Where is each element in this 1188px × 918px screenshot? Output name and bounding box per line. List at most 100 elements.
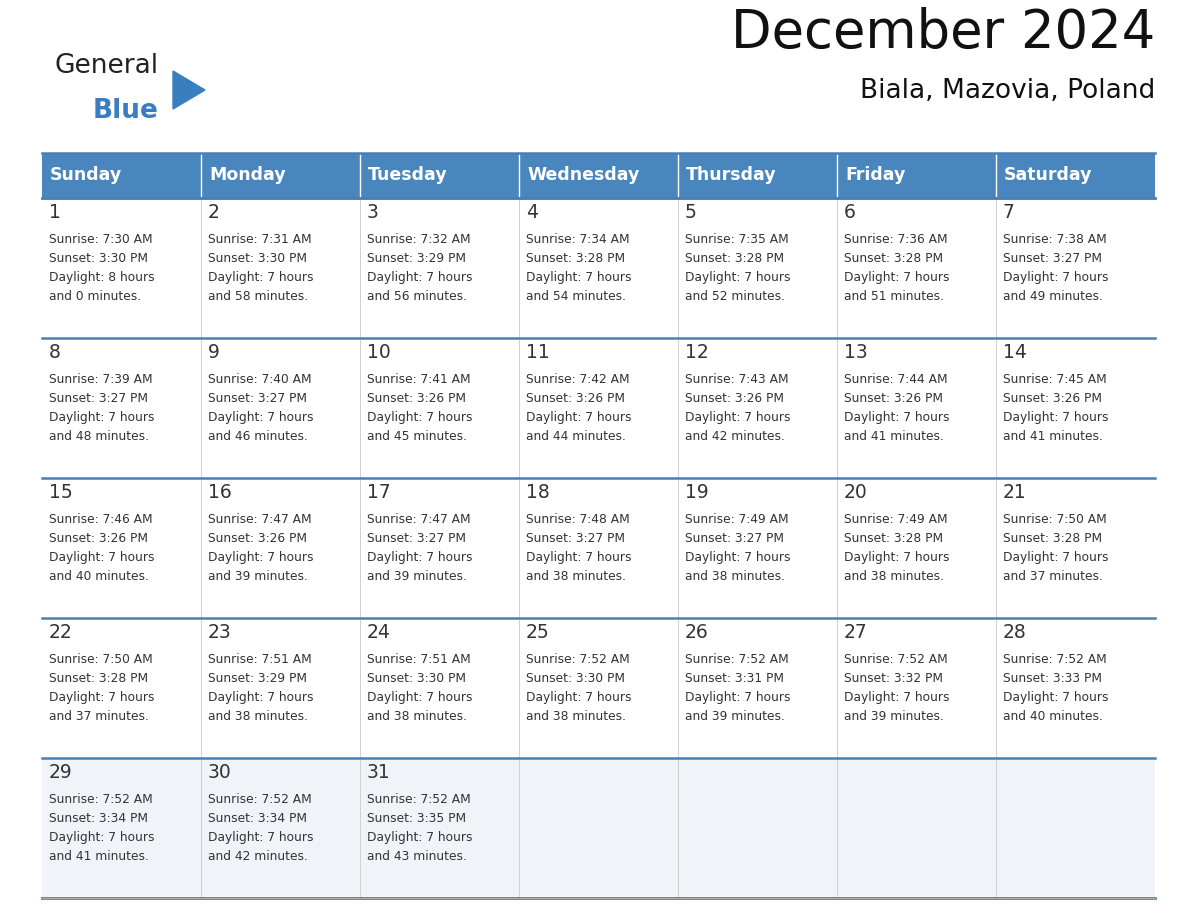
Text: General: General	[55, 53, 159, 79]
Text: Daylight: 7 hours: Daylight: 7 hours	[367, 411, 473, 424]
Text: 10: 10	[367, 343, 391, 362]
Text: Sunset: 3:28 PM: Sunset: 3:28 PM	[843, 532, 943, 545]
Text: and 41 minutes.: and 41 minutes.	[1003, 430, 1102, 443]
Text: and 42 minutes.: and 42 minutes.	[208, 850, 308, 863]
Text: 28: 28	[1003, 623, 1026, 642]
Text: Daylight: 7 hours: Daylight: 7 hours	[1003, 411, 1108, 424]
Text: Daylight: 7 hours: Daylight: 7 hours	[843, 551, 949, 564]
Text: Saturday: Saturday	[1004, 166, 1093, 185]
Text: Sunset: 3:28 PM: Sunset: 3:28 PM	[843, 252, 943, 265]
Text: and 38 minutes.: and 38 minutes.	[843, 570, 944, 583]
Text: Sunrise: 7:52 AM: Sunrise: 7:52 AM	[685, 653, 789, 666]
Text: 14: 14	[1003, 343, 1026, 362]
Text: Daylight: 7 hours: Daylight: 7 hours	[367, 271, 473, 284]
Text: Sunset: 3:30 PM: Sunset: 3:30 PM	[49, 252, 148, 265]
Text: Sunset: 3:26 PM: Sunset: 3:26 PM	[1003, 392, 1102, 405]
Text: Sunset: 3:26 PM: Sunset: 3:26 PM	[843, 392, 943, 405]
Text: Daylight: 7 hours: Daylight: 7 hours	[208, 411, 314, 424]
Text: Sunrise: 7:49 AM: Sunrise: 7:49 AM	[685, 513, 789, 526]
Bar	[360, 478, 519, 618]
Bar	[678, 618, 838, 758]
Text: Sunset: 3:27 PM: Sunset: 3:27 PM	[1003, 252, 1102, 265]
Bar	[201, 198, 360, 338]
Text: Daylight: 7 hours: Daylight: 7 hours	[49, 551, 154, 564]
Text: 16: 16	[208, 483, 232, 502]
Text: Daylight: 7 hours: Daylight: 7 hours	[685, 691, 790, 704]
Text: Sunrise: 7:42 AM: Sunrise: 7:42 AM	[526, 373, 630, 386]
Text: Sunday: Sunday	[50, 166, 122, 185]
Text: Sunset: 3:26 PM: Sunset: 3:26 PM	[49, 532, 148, 545]
Text: Daylight: 7 hours: Daylight: 7 hours	[208, 691, 314, 704]
Bar	[996, 338, 1155, 478]
Text: Daylight: 7 hours: Daylight: 7 hours	[526, 691, 632, 704]
Text: Blue: Blue	[93, 98, 159, 124]
Text: Sunrise: 7:46 AM: Sunrise: 7:46 AM	[49, 513, 152, 526]
Text: Sunset: 3:34 PM: Sunset: 3:34 PM	[49, 812, 148, 825]
Bar	[42, 618, 201, 758]
Text: Sunrise: 7:47 AM: Sunrise: 7:47 AM	[367, 513, 470, 526]
Text: Sunrise: 7:52 AM: Sunrise: 7:52 AM	[49, 793, 153, 806]
Bar	[838, 758, 996, 898]
Polygon shape	[173, 71, 206, 109]
Text: Sunrise: 7:50 AM: Sunrise: 7:50 AM	[1003, 513, 1107, 526]
Text: Sunrise: 7:51 AM: Sunrise: 7:51 AM	[208, 653, 311, 666]
Text: Daylight: 7 hours: Daylight: 7 hours	[1003, 551, 1108, 564]
Text: and 0 minutes.: and 0 minutes.	[49, 290, 141, 303]
Text: and 39 minutes.: and 39 minutes.	[843, 710, 944, 723]
Text: Sunset: 3:33 PM: Sunset: 3:33 PM	[1003, 672, 1102, 685]
Text: Sunset: 3:28 PM: Sunset: 3:28 PM	[685, 252, 784, 265]
Bar	[42, 338, 201, 478]
Bar	[360, 198, 519, 338]
Text: Daylight: 7 hours: Daylight: 7 hours	[843, 411, 949, 424]
Text: 15: 15	[49, 483, 72, 502]
Text: and 40 minutes.: and 40 minutes.	[1003, 710, 1102, 723]
Text: and 40 minutes.: and 40 minutes.	[49, 570, 148, 583]
Text: Sunrise: 7:35 AM: Sunrise: 7:35 AM	[685, 233, 789, 246]
Bar	[838, 478, 996, 618]
Bar	[360, 338, 519, 478]
Text: 30: 30	[208, 763, 232, 782]
Text: Sunset: 3:27 PM: Sunset: 3:27 PM	[49, 392, 148, 405]
Text: Daylight: 7 hours: Daylight: 7 hours	[49, 831, 154, 844]
Text: Daylight: 7 hours: Daylight: 7 hours	[49, 411, 154, 424]
Text: and 44 minutes.: and 44 minutes.	[526, 430, 626, 443]
Text: Daylight: 7 hours: Daylight: 7 hours	[367, 551, 473, 564]
Text: and 54 minutes.: and 54 minutes.	[526, 290, 626, 303]
Text: Daylight: 7 hours: Daylight: 7 hours	[843, 271, 949, 284]
Text: 19: 19	[685, 483, 709, 502]
Text: Sunrise: 7:51 AM: Sunrise: 7:51 AM	[367, 653, 470, 666]
Text: Sunrise: 7:34 AM: Sunrise: 7:34 AM	[526, 233, 630, 246]
Bar	[519, 618, 678, 758]
Text: and 38 minutes.: and 38 minutes.	[367, 710, 467, 723]
Bar	[996, 758, 1155, 898]
Bar	[838, 153, 996, 198]
Text: Sunset: 3:30 PM: Sunset: 3:30 PM	[367, 672, 466, 685]
Bar	[678, 198, 838, 338]
Text: and 41 minutes.: and 41 minutes.	[843, 430, 944, 443]
Text: 9: 9	[208, 343, 220, 362]
Bar	[678, 758, 838, 898]
Text: Sunset: 3:30 PM: Sunset: 3:30 PM	[208, 252, 307, 265]
Text: 22: 22	[49, 623, 72, 642]
Text: and 43 minutes.: and 43 minutes.	[367, 850, 467, 863]
Text: and 49 minutes.: and 49 minutes.	[1003, 290, 1102, 303]
Text: and 52 minutes.: and 52 minutes.	[685, 290, 785, 303]
Text: and 37 minutes.: and 37 minutes.	[49, 710, 148, 723]
Text: Daylight: 7 hours: Daylight: 7 hours	[685, 271, 790, 284]
Text: Daylight: 7 hours: Daylight: 7 hours	[208, 271, 314, 284]
Bar	[519, 198, 678, 338]
Text: 6: 6	[843, 203, 855, 222]
Text: 7: 7	[1003, 203, 1015, 222]
Text: Sunset: 3:29 PM: Sunset: 3:29 PM	[208, 672, 307, 685]
Text: Sunrise: 7:36 AM: Sunrise: 7:36 AM	[843, 233, 948, 246]
Text: Sunrise: 7:32 AM: Sunrise: 7:32 AM	[367, 233, 470, 246]
Text: Sunset: 3:27 PM: Sunset: 3:27 PM	[685, 532, 784, 545]
Text: Sunrise: 7:38 AM: Sunrise: 7:38 AM	[1003, 233, 1107, 246]
Text: December 2024: December 2024	[731, 7, 1155, 59]
Text: Sunset: 3:28 PM: Sunset: 3:28 PM	[1003, 532, 1102, 545]
Text: Sunset: 3:35 PM: Sunset: 3:35 PM	[367, 812, 466, 825]
Text: Sunrise: 7:52 AM: Sunrise: 7:52 AM	[843, 653, 948, 666]
Text: Sunset: 3:32 PM: Sunset: 3:32 PM	[843, 672, 943, 685]
Text: Sunrise: 7:49 AM: Sunrise: 7:49 AM	[843, 513, 948, 526]
Text: Sunset: 3:28 PM: Sunset: 3:28 PM	[526, 252, 625, 265]
